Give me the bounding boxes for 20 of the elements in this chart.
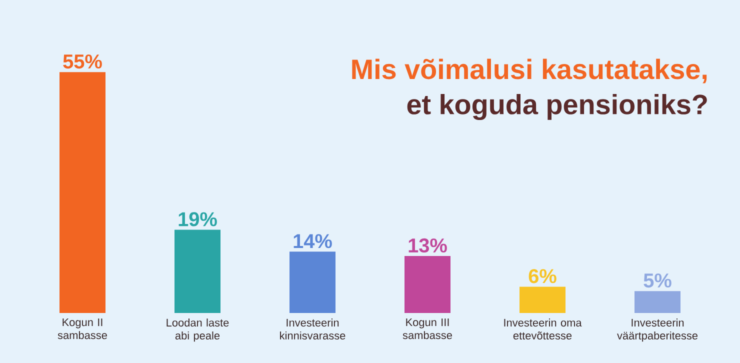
x-tick-label: Investeerin väärtpaberitesse <box>617 318 698 342</box>
data-label: 5% <box>644 274 672 288</box>
data-label: 19% <box>178 212 217 226</box>
data-label: 6% <box>528 269 556 284</box>
bar <box>174 230 221 313</box>
x-tick-label: Kogun II sambasse <box>58 318 107 340</box>
chart-title: Mis võimalusi kasutatakse, <box>352 58 707 84</box>
bar <box>404 256 451 313</box>
x-tick-label: Kogun III sambasse <box>402 318 452 340</box>
text: et koguda pensioniks? <box>407 94 707 120</box>
bar <box>60 72 106 313</box>
x-tick-label: Loodan laste abi peale <box>166 318 229 342</box>
bar <box>520 286 566 313</box>
bar <box>290 252 336 313</box>
data-label: 55% <box>63 54 102 69</box>
data-label: 14% <box>294 234 332 248</box>
data-label: 13% <box>408 238 447 253</box>
x-tick-label: Investeerin kinnisvarasse <box>280 318 346 340</box>
bar <box>634 291 681 313</box>
x-tick-label: Investeerin oma ettevõttesse <box>504 318 582 340</box>
